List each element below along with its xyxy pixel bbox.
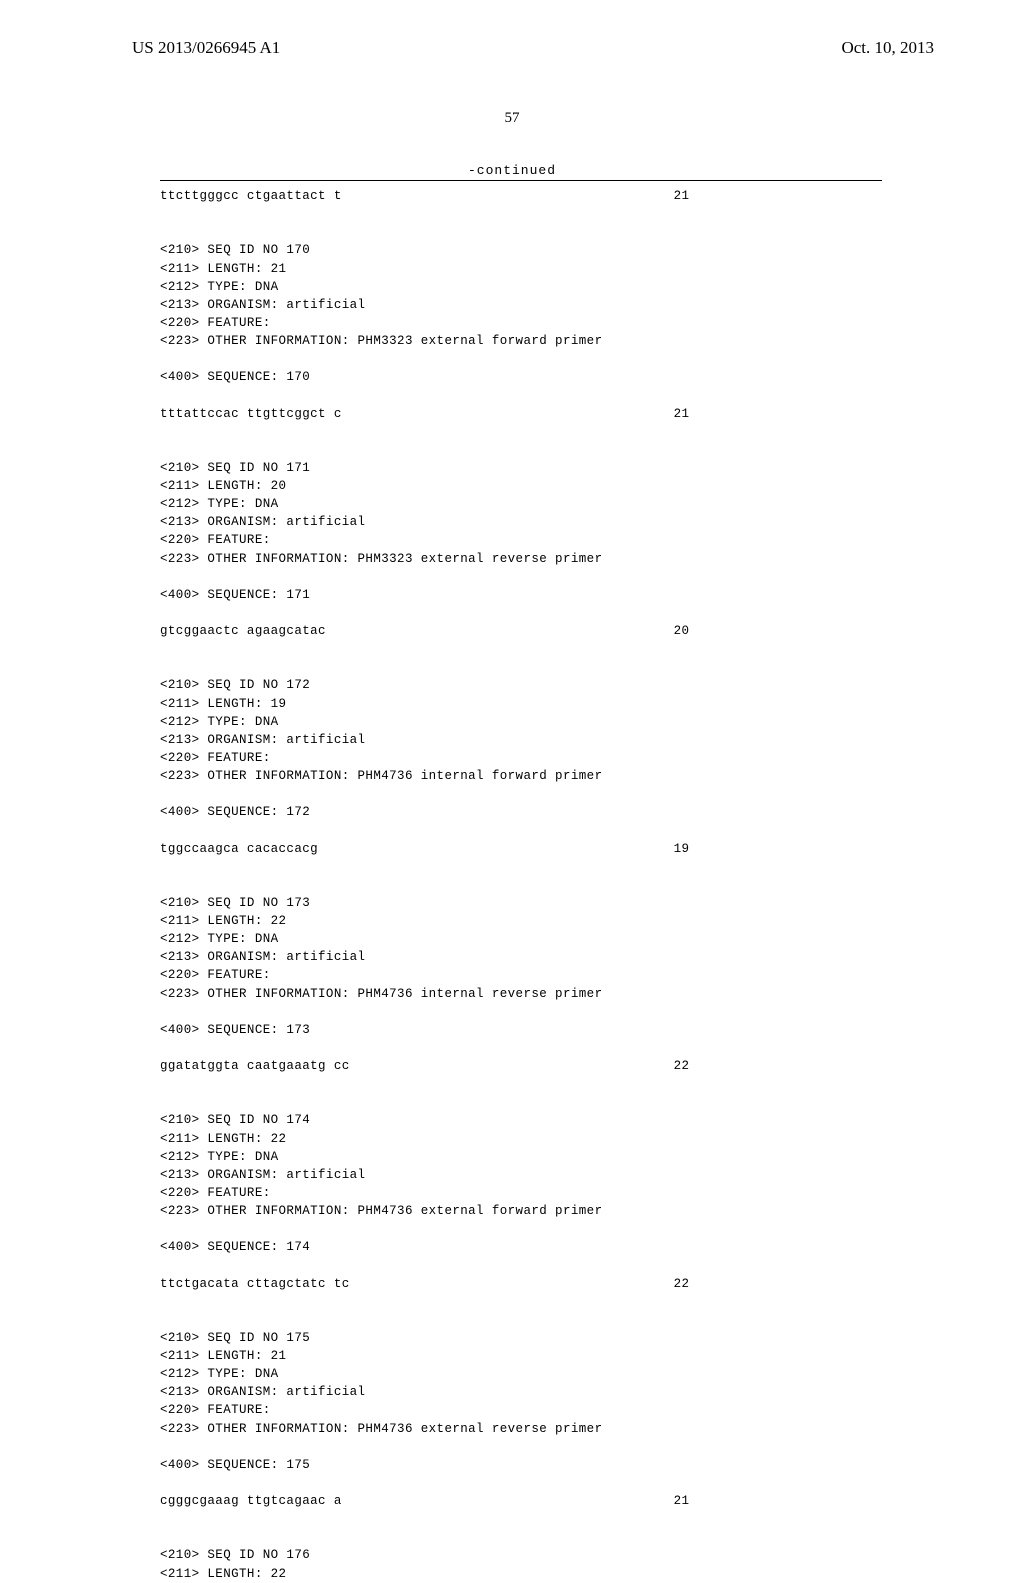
continued-label: -continued xyxy=(0,163,1024,178)
horizontal-rule xyxy=(160,180,882,181)
sequence-listing: ttcttgggcc ctgaattact t 21 <210> SEQ ID … xyxy=(160,187,882,1583)
page-number: 57 xyxy=(0,110,1024,127)
publication-number: US 2013/0266945 A1 xyxy=(132,38,280,58)
page-header: US 2013/0266945 A1 Oct. 10, 2013 xyxy=(0,0,1024,58)
publication-date: Oct. 10, 2013 xyxy=(841,38,934,58)
